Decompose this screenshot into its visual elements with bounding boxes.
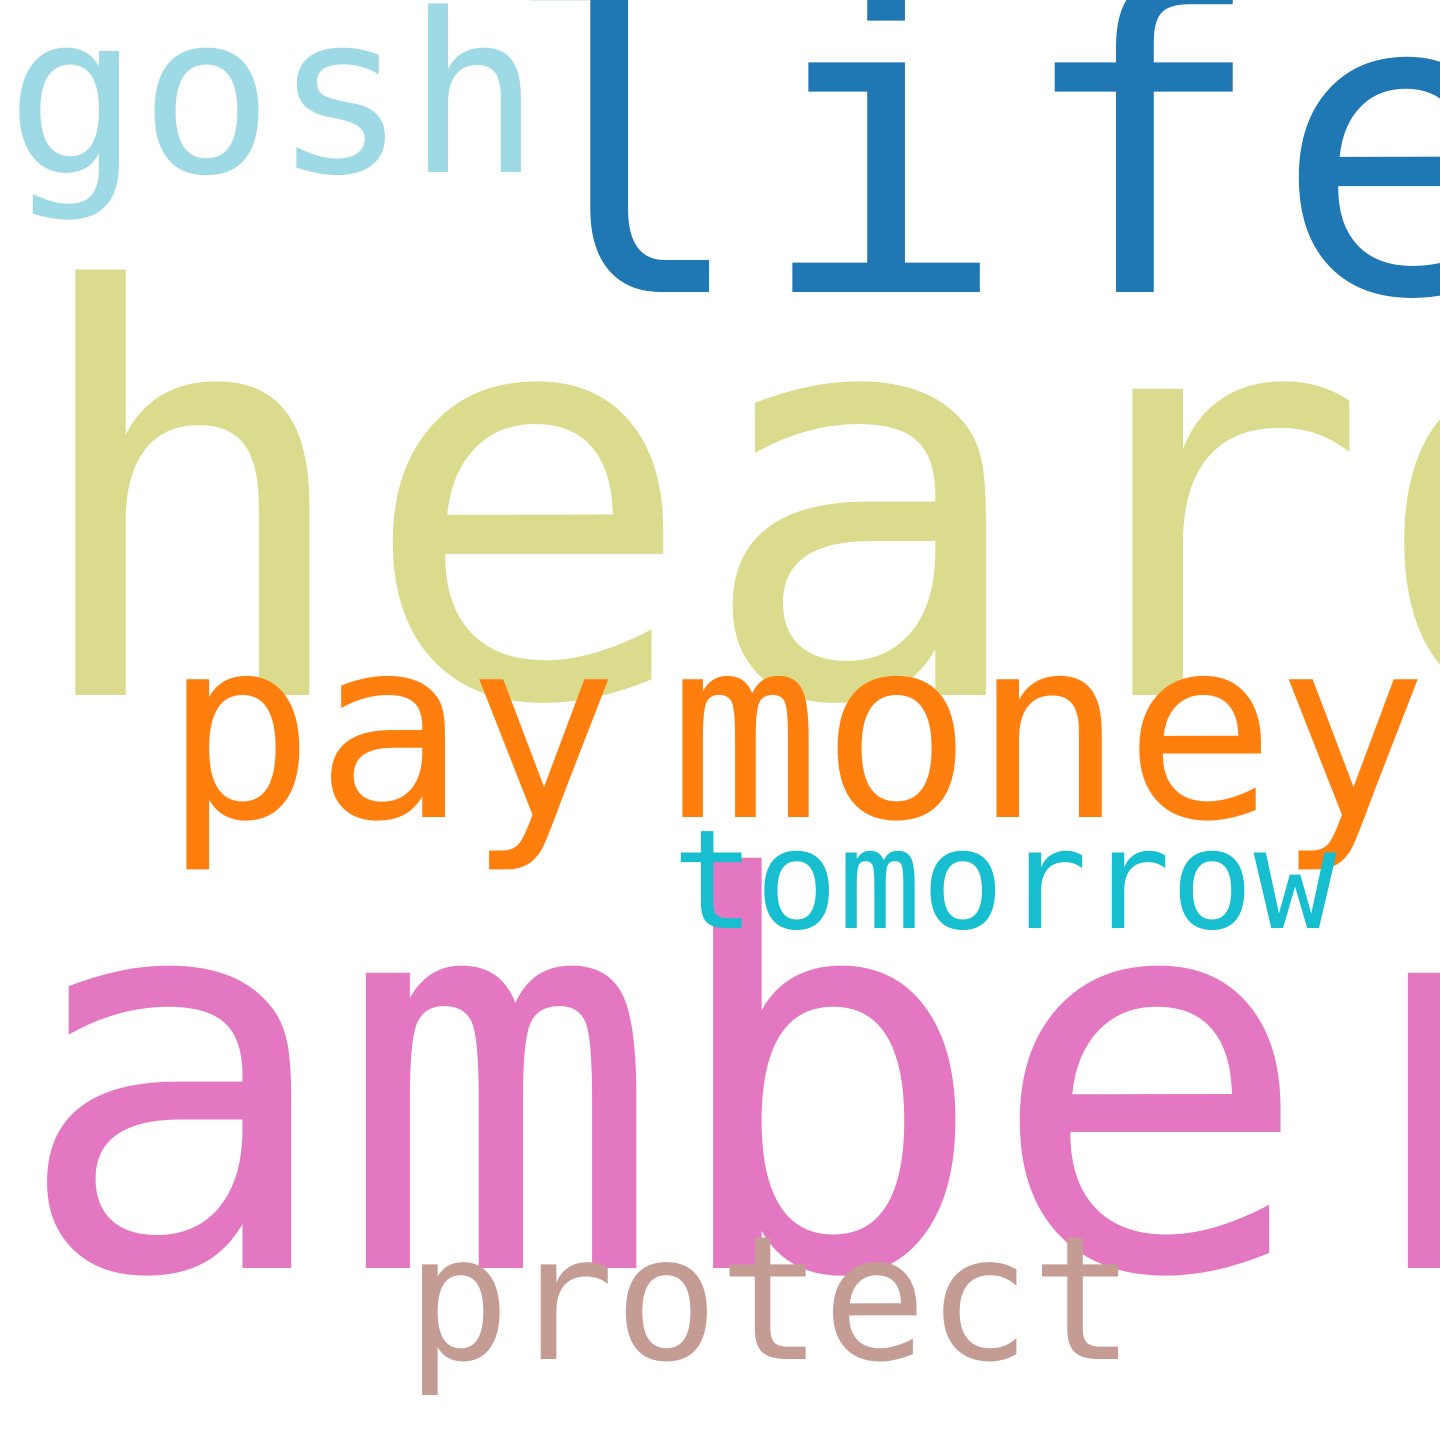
word-life: life (497, 0, 1440, 392)
word-tomorrow: tomorrow (672, 800, 1337, 961)
word-heard: heard (22, 176, 1440, 828)
word-protect: protect (406, 1198, 1136, 1400)
word-gosh: gosh (6, 0, 541, 225)
word-pay: pay (163, 584, 619, 877)
word-amber: amber (12, 768, 1440, 1396)
word-money: money (669, 584, 1428, 877)
